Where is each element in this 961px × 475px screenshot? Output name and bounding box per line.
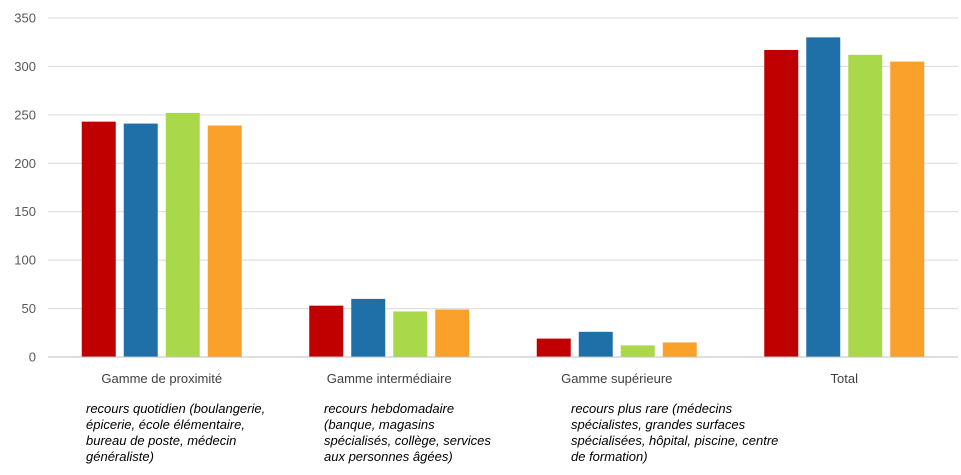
- bar: [806, 37, 841, 357]
- annotation-line: recours plus rare (médecins: [571, 401, 733, 416]
- annotation-line: (banque, magasins: [324, 417, 435, 432]
- annotation-superieure: recours plus rare (médecins spécialistes…: [571, 401, 778, 465]
- bar: [207, 125, 242, 357]
- category-label: Gamme intermédiaire: [327, 371, 452, 386]
- annotation-line: spécialisés, collège, services: [324, 433, 491, 448]
- y-tick-label: 200: [14, 156, 36, 171]
- annotation-intermediaire: recours hebdomadaire (banque, magasins s…: [324, 401, 491, 465]
- bar: [662, 342, 697, 357]
- bar: [393, 311, 428, 357]
- bar: [81, 121, 116, 357]
- bar: [351, 298, 386, 357]
- y-tick-label: 0: [29, 350, 36, 365]
- annotation-line: épicerie, école élémentaire,: [86, 417, 245, 432]
- bar: [309, 305, 344, 357]
- bar: [123, 123, 158, 358]
- y-tick-label: 50: [22, 301, 36, 316]
- category-label: Gamme de proximité: [101, 371, 222, 386]
- bar: [165, 112, 200, 357]
- y-tick-label: 100: [14, 253, 36, 268]
- bar: [536, 338, 571, 357]
- bars: [81, 37, 925, 358]
- bar: [890, 61, 925, 357]
- annotation-proximite: recours quotidien (boulangerie, épicerie…: [86, 401, 265, 465]
- annotation-line: généraliste): [86, 449, 154, 464]
- y-tick-label: 350: [14, 11, 36, 26]
- annotation-line: spécialisées, hôpital, piscine, centre: [571, 433, 779, 448]
- bar: [620, 345, 655, 357]
- annotation-line: spécialistes, grandes surfaces: [571, 417, 746, 432]
- annotation-line: de formation): [571, 449, 648, 464]
- annotation-line: recours quotidien (boulangerie,: [86, 401, 266, 416]
- y-axis-ticks: 0 50 100 150 200 250 300 350: [14, 11, 36, 365]
- y-tick-label: 150: [14, 204, 36, 219]
- annotation-line: bureau de poste, médecin: [86, 433, 237, 448]
- bar: [848, 54, 883, 357]
- y-tick-label: 250: [14, 107, 36, 122]
- annotation-line: aux personnes âgées): [324, 449, 453, 464]
- category-labels: Gamme de proximité Gamme intermédiaire Gam…: [101, 371, 858, 386]
- y-tick-label: 300: [14, 59, 36, 74]
- category-label: Total: [831, 371, 859, 386]
- category-label: Gamme supérieure: [561, 371, 672, 386]
- bar: [764, 49, 799, 357]
- bar: [435, 309, 470, 357]
- bar: [578, 331, 613, 357]
- annotation-line: recours hebdomadaire: [324, 401, 455, 416]
